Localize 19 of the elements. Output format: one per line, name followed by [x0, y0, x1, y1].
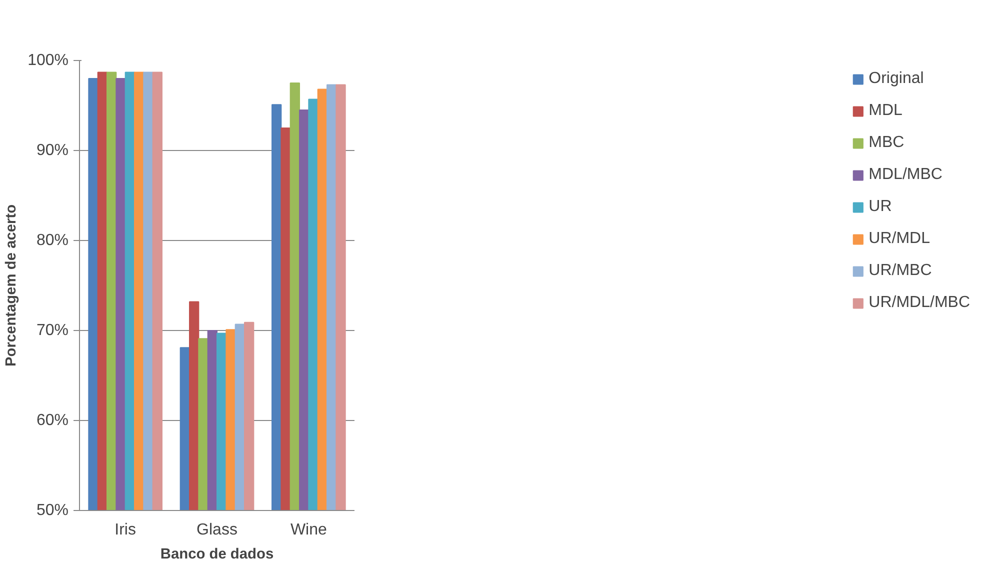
- legend-label: UR/MBC: [868, 262, 932, 280]
- legend-label: MDL: [868, 102, 902, 120]
- legend-label: Original: [868, 70, 924, 88]
- legend-label: UR/MDL/MBC: [868, 294, 970, 312]
- x-tick-label: Wine: [290, 522, 327, 538]
- y-tick-label: 50%: [36, 502, 69, 519]
- legend-label: UR: [868, 198, 892, 216]
- y-axis-title: Porcentagem de acerto: [4, 204, 20, 367]
- y-tick-label: 70%: [36, 322, 69, 339]
- y-tick-label: 60%: [36, 412, 69, 429]
- y-tick-label: 90%: [36, 142, 69, 159]
- x-axis-title: Banco de dados: [160, 546, 274, 562]
- legend-label: MBC: [868, 134, 904, 152]
- legend-label: UR/MDL: [868, 230, 930, 248]
- x-tick-label: Iris: [114, 522, 136, 538]
- y-tick-label: 80%: [36, 232, 69, 249]
- legend-label: MDL/MBC: [868, 166, 942, 184]
- y-tick-label: 100%: [28, 52, 68, 69]
- x-tick-label: Glass: [196, 522, 238, 538]
